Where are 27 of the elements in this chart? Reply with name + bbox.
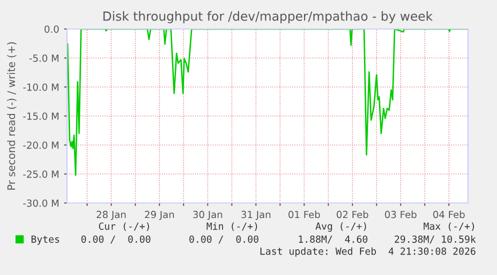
text: Avg (-/+) [316, 222, 366, 232]
x-tick-label: 04 Feb [433, 210, 465, 218]
x-tick-label: 29 Jan [144, 210, 174, 220]
y-tick-label: -10.0 M [23, 83, 58, 91]
y-tick-label: -20.0 M [23, 141, 58, 149]
text: 0.00 / 0.00 [189, 235, 258, 244]
y-tick-label: -15.0 M [23, 112, 58, 120]
text: Cur (-/+) [98, 222, 149, 231]
text: 29.38M/ 10.59k [394, 235, 476, 244]
text: Max (-/+) [424, 222, 474, 231]
x-tick-label: 30 Jan [193, 210, 222, 220]
x-tick-label: 28 Jan [96, 210, 126, 220]
x-tick-label: 01 Feb [288, 210, 320, 218]
text: 0.00 / 0.00 [81, 235, 150, 244]
text: Last update: Wed Feb 4 21:30:08 2026 [260, 247, 476, 257]
chart-title: Disk throughput for /dev/mapper/mpathao - by week [103, 11, 433, 24]
y-axis-title: Pr second read (-) / write (+) [7, 42, 16, 190]
legend-label: Bytes [32, 236, 60, 245]
text: 1.88M/ 4.60 [298, 235, 368, 244]
y-tick-label: -30.0 M [23, 199, 58, 207]
y-tick-label: 0.0 [44, 25, 59, 33]
x-tick-label: 02 Feb [336, 210, 368, 218]
text: Min (-/+) [206, 222, 257, 231]
x-tick-label: 03 Feb [384, 210, 416, 218]
y-tick-label: -5.0 M [29, 54, 58, 62]
y-tick-label: -25.0 M [23, 170, 58, 178]
x-tick-label: 31 Jan [241, 210, 270, 220]
